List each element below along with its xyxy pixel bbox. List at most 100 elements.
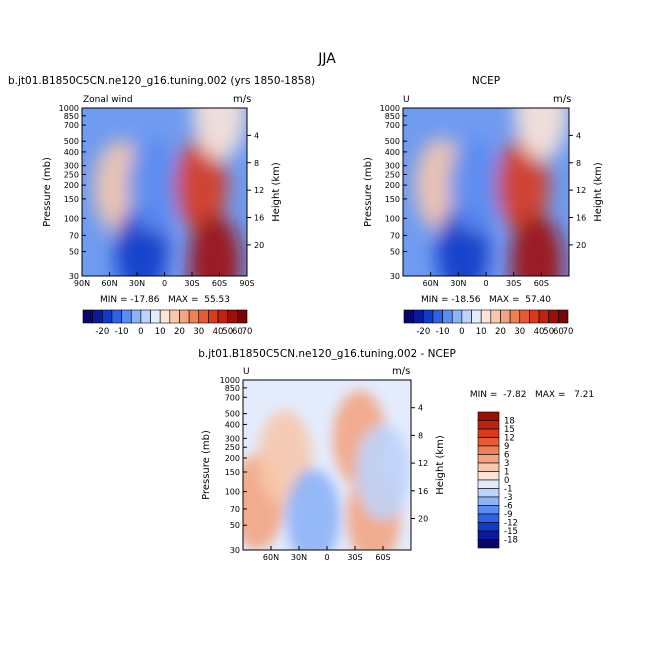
- model-colorbar-box: [188, 309, 200, 324]
- ncep-panel-units: m/s: [553, 94, 571, 105]
- model-field-feature: [127, 138, 180, 233]
- model-colorbar-label: 70: [242, 327, 253, 337]
- model-panel-units: m/s: [233, 94, 251, 105]
- difference-pressure-tick-label: 500: [225, 410, 240, 419]
- model-colorbar-box: [130, 309, 142, 324]
- model-colorbar-box: [169, 309, 180, 324]
- model-colorbar-label: 10: [155, 327, 166, 337]
- difference-colorbar-label: 9: [504, 442, 509, 452]
- difference-pressure-axis-label: Pressure (mb): [201, 430, 212, 500]
- difference-colorbar-label: -6: [504, 502, 512, 512]
- model-height-axis-label: Height (km): [271, 162, 282, 222]
- difference-colorbar-label: 12: [504, 434, 515, 444]
- ncep-field-feature: [448, 138, 502, 233]
- difference-lat-tick-label: 60S: [375, 553, 390, 562]
- ncep-height-axis-label: Height (km): [593, 162, 604, 222]
- ncep-pressure-tick-label: 100: [385, 214, 400, 223]
- model-colorbar-box: [82, 309, 93, 324]
- model-height-tick-label: 20: [254, 241, 264, 250]
- ncep-colorbar-box: [490, 309, 501, 324]
- difference-colorbar-box: [477, 479, 500, 489]
- ncep-pressure-tick-label: 30: [390, 272, 400, 281]
- ncep-lat-tick-label: 30N: [450, 279, 466, 288]
- model-colorbar-box: [159, 309, 171, 324]
- ncep-pressure-tick-label: 300: [385, 162, 400, 171]
- difference-colorbar-box: [477, 437, 500, 447]
- model-lat-tick-label: 90S: [239, 279, 254, 288]
- difference-colorbar-label: -18: [504, 536, 518, 546]
- model-pressure-tick-label: 300: [64, 162, 79, 171]
- difference-colorbar-label: -9: [504, 510, 512, 520]
- ncep-field: [403, 108, 569, 276]
- difference-colorbar-label: 0: [504, 476, 509, 486]
- model-height-tick-label: 8: [254, 159, 259, 168]
- difference-colorbar-box: [477, 445, 500, 455]
- difference-pressure-tick-label: 100: [225, 488, 240, 497]
- model-colorbar-label: -20: [95, 327, 109, 337]
- difference-colorbar-box: [477, 471, 500, 481]
- model-colorbar-box: [140, 309, 151, 324]
- difference-pressure-tick-label: 50: [230, 521, 240, 530]
- difference-lat-tick-label: 30S: [347, 553, 362, 562]
- model-lat-tick-label: 30S: [184, 279, 199, 288]
- model-colorbar-box: [208, 309, 219, 324]
- model-panel-left-label: Zonal wind: [83, 95, 133, 105]
- ncep-colorbar-box: [442, 309, 453, 324]
- ncep-height-tick-label: 8: [576, 159, 581, 168]
- ncep-min-max: MIN = -18.56 MAX = 57.40: [421, 295, 551, 305]
- model-pressure-tick-label: 700: [64, 121, 79, 130]
- model-pressure-tick-label: 1000: [59, 104, 79, 113]
- difference-lat-tick-label: 0: [324, 553, 329, 562]
- model-colorbar-label: 60: [232, 327, 243, 337]
- ncep-lat-tick-label: 0: [483, 279, 488, 288]
- difference-colorbar-box: [477, 505, 500, 515]
- model-lat-tick-label: 60N: [101, 279, 117, 288]
- difference-lat-tick-label: 30N: [291, 553, 307, 562]
- ncep-panel-left-label: U: [403, 95, 410, 105]
- difference-pressure-tick-label: 300: [225, 434, 240, 443]
- ncep-panel-title: NCEP: [472, 75, 500, 87]
- ncep-colorbar-label: 70: [563, 327, 574, 337]
- ncep-lat-tick-label: 60N: [423, 279, 439, 288]
- ncep-colorbar-label: 0: [459, 327, 464, 337]
- ncep-colorbar-box: [480, 309, 492, 324]
- model-colorbar-label: 0: [138, 327, 143, 337]
- ncep-pressure-tick-label: 700: [385, 121, 400, 130]
- ncep-height-tick-label: 4: [576, 131, 581, 140]
- model-field-feature: [188, 215, 242, 276]
- ncep-colorbar-box: [471, 309, 482, 324]
- difference-height-tick-label: 4: [418, 404, 423, 413]
- difference-colorbar-box: [477, 496, 500, 506]
- model-pressure-tick-label: 30: [69, 272, 79, 281]
- model-panel-title: b.jt01.B1850C5CN.ne120_g16.tuning.002 (y…: [8, 75, 315, 87]
- difference-colorbar-label: 15: [504, 425, 515, 435]
- ncep-pressure-tick-label: 250: [385, 170, 400, 179]
- difference-pressure-tick-label: 150: [225, 468, 240, 477]
- difference-colorbar-box: [477, 454, 500, 464]
- difference-colorbar-box: [477, 428, 500, 438]
- model-height-tick-label: 12: [254, 186, 264, 195]
- model-colorbar-label: 30: [193, 327, 204, 337]
- model-pressure-tick-label: 70: [69, 231, 79, 240]
- difference-colorbar-label: -12: [504, 519, 518, 529]
- difference-pressure-tick-label: 400: [225, 420, 240, 429]
- model-pressure-tick-label: 50: [69, 248, 79, 257]
- model-pressure-tick-label: 400: [64, 148, 79, 157]
- difference-field: [243, 380, 411, 550]
- model-pressure-tick-label: 200: [64, 181, 79, 190]
- difference-height-tick-label: 20: [418, 515, 428, 524]
- model-colorbar-label: 20: [174, 327, 185, 337]
- difference-panel-units: m/s: [392, 366, 410, 377]
- difference-pressure-tick-label: 200: [225, 454, 240, 463]
- ncep-colorbar-box: [538, 309, 550, 324]
- model-colorbar-label: 50: [222, 327, 233, 337]
- difference-height-tick-label: 12: [418, 459, 428, 468]
- difference-colorbar-box: [477, 420, 500, 430]
- model-pressure-tick-label: 150: [64, 195, 79, 204]
- difference-colorbar-box: [477, 513, 500, 523]
- difference-pressure-tick-label: 850: [225, 384, 240, 393]
- ncep-panel: NCEP U m/s 30507010015020025030040050070…: [363, 75, 604, 337]
